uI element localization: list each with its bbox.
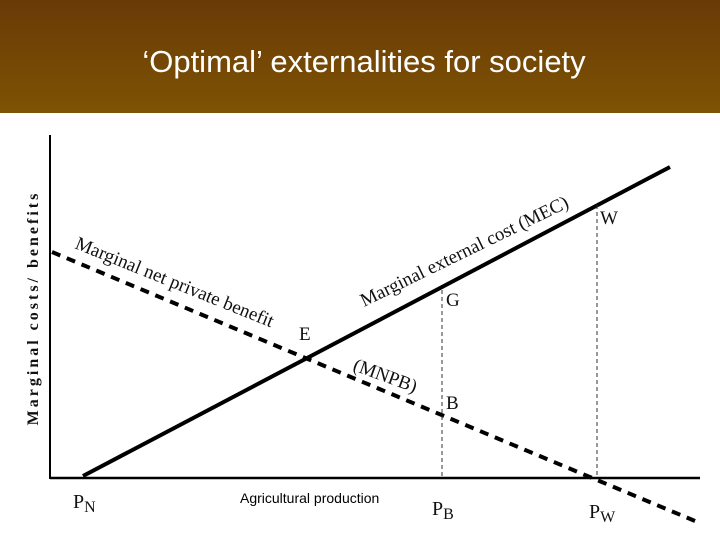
x-label: PN: [73, 491, 96, 516]
point-label: E: [299, 324, 311, 345]
point-label: G: [446, 290, 460, 311]
curve-label: Marginal net private benefit: [72, 233, 277, 332]
y-axis-label: Marginal costs/ benefits: [25, 191, 42, 426]
x-label: PW: [589, 501, 616, 526]
header-band: [0, 0, 720, 113]
slide-title: ‘Optimal’ externalities for society: [142, 44, 586, 79]
point-label: W: [600, 208, 618, 229]
x-axis-label: Agricultural production: [240, 490, 379, 506]
point-label: B: [446, 393, 459, 414]
x-label: PB: [432, 498, 454, 523]
mnpb-line: [51, 250, 696, 523]
curve-label: Marginal external cost (MEC): [357, 192, 572, 311]
mec-line: [82, 165, 671, 478]
